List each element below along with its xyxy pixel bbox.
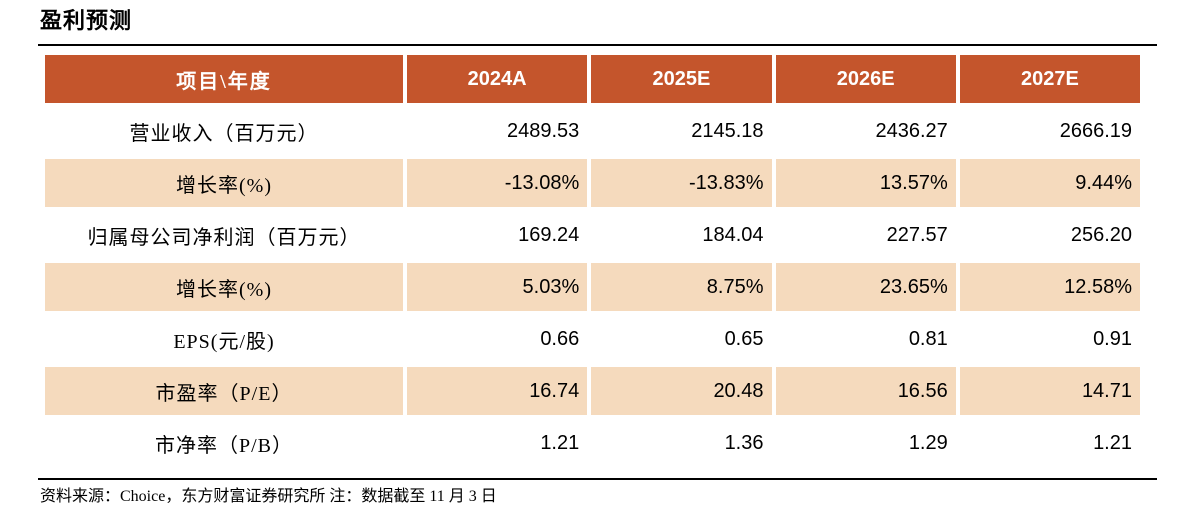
cell-value: 1.29 bbox=[908, 431, 948, 454]
cell-value: 20.48 bbox=[591, 367, 772, 415]
table-header-2026E: 2026E bbox=[775, 55, 956, 103]
cell-value: 2436.27 bbox=[875, 119, 948, 142]
cell-value: 0.81 bbox=[908, 327, 948, 350]
cell-value: 256.20 bbox=[1070, 223, 1132, 246]
cell-value: 5.03% bbox=[407, 263, 588, 311]
row-label-pe: 市盈率（P/E） bbox=[45, 367, 403, 415]
cell-value: 1.36 bbox=[724, 431, 764, 454]
cell-value: 1.21 bbox=[540, 431, 580, 454]
cell-value: 0.65 bbox=[724, 327, 764, 350]
cell-value: 14.71 bbox=[959, 367, 1140, 415]
cell-value: 2489.53 bbox=[506, 119, 580, 142]
cell-value: 0.66 bbox=[540, 327, 580, 350]
table-header-project-year: 项目\年度 bbox=[45, 55, 403, 103]
report-page: 盈利预测 项目\年度 2024A 2025E 2026E 2027E 营业收入（… bbox=[38, 8, 1157, 505]
cell-value: 227.57 bbox=[886, 223, 948, 246]
row-label-revenue: 营业收入（百万元） bbox=[129, 122, 319, 145]
row-label-net-profit: 归属母公司净利润（百万元） bbox=[87, 226, 361, 249]
cell-value: -13.83% bbox=[591, 159, 772, 207]
table-header-2027E: 2027E bbox=[959, 55, 1140, 103]
cell-value: 0.91 bbox=[1093, 327, 1132, 350]
cell-value: 9.44% bbox=[959, 159, 1140, 207]
cell-value: 184.04 bbox=[702, 223, 764, 246]
footer-divider bbox=[38, 478, 1157, 480]
table-header-2024A: 2024A bbox=[407, 55, 588, 103]
cell-value: 23.65% bbox=[775, 263, 956, 311]
cell-value: 2145.18 bbox=[691, 119, 764, 142]
cell-value: 8.75% bbox=[591, 263, 772, 311]
cell-value: 2666.19 bbox=[1059, 119, 1132, 142]
data-source-note: 资料来源：Choice，东方财富证券研究所 注：数据截至 11 月 3 日 bbox=[40, 488, 497, 505]
row-label-eps: EPS(元/股) bbox=[173, 330, 275, 353]
title-underline bbox=[38, 44, 1157, 46]
row-label-profit-growth: 增长率(%) bbox=[45, 263, 403, 311]
row-label-pb: 市净率（P/B） bbox=[154, 434, 294, 457]
cell-value: 169.24 bbox=[518, 223, 580, 246]
cell-value: 13.57% bbox=[775, 159, 956, 207]
page-title: 盈利预测 bbox=[40, 8, 133, 33]
cell-value: 1.21 bbox=[1093, 431, 1132, 454]
cell-value: 12.58% bbox=[959, 263, 1140, 311]
profit-forecast-table: 项目\年度 2024A 2025E 2026E 2027E 营业收入（百万元） … bbox=[45, 55, 1140, 467]
cell-value: 16.74 bbox=[407, 367, 588, 415]
table-header-2025E: 2025E bbox=[591, 55, 772, 103]
cell-value: -13.08% bbox=[407, 159, 588, 207]
cell-value: 16.56 bbox=[775, 367, 956, 415]
row-label-revenue-growth: 增长率(%) bbox=[45, 159, 403, 207]
